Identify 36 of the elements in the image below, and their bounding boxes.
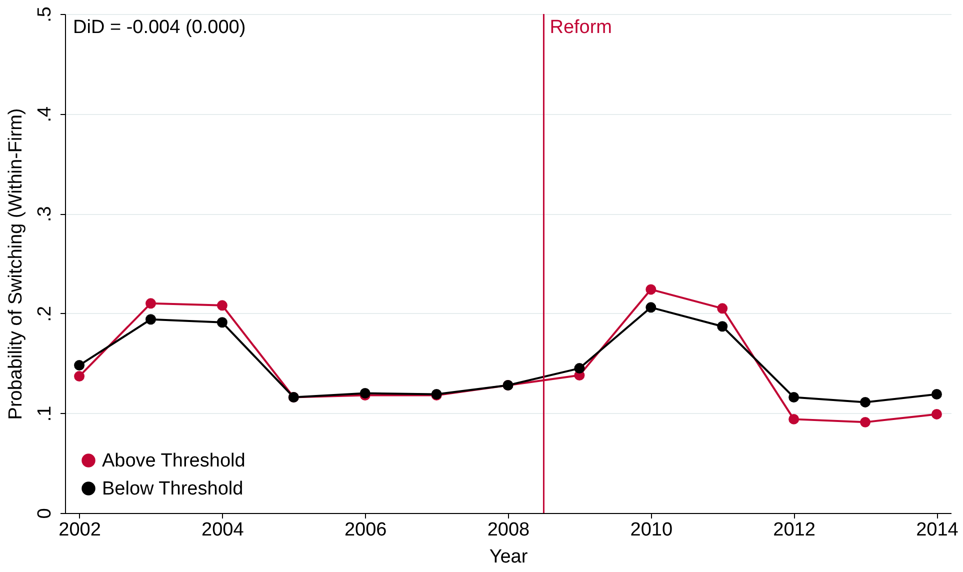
x-tick-label: 2014 [916, 520, 959, 540]
point [646, 284, 656, 295]
y-axis-title: Probability of Switching (Within-Firm) [6, 108, 26, 420]
point [860, 396, 870, 408]
ref-line-label: Reform [550, 17, 612, 38]
x-tick-label: 2012 [773, 520, 816, 540]
y-tick-label: 0 [34, 508, 56, 519]
x-tick-label: 2002 [58, 520, 101, 540]
x-tick-label: 2004 [202, 520, 244, 540]
legend-label: Below Threshold [102, 478, 244, 500]
y-tick-label: .1 [34, 406, 56, 422]
y-tick-label: .2 [34, 306, 56, 322]
y-tick-label: .3 [34, 206, 56, 222]
point [146, 298, 156, 309]
point [146, 314, 156, 325]
y-tick-label: .4 [34, 106, 56, 122]
point [574, 363, 585, 374]
point [646, 302, 656, 313]
point [788, 392, 800, 402]
point [931, 408, 942, 420]
y-tick-label: .5 [34, 6, 56, 22]
point [931, 389, 942, 400]
point [788, 414, 800, 424]
x-tick-label: 2008 [487, 520, 530, 540]
x-tick-label: 2006 [344, 520, 387, 540]
legend-label: Above Threshold [102, 450, 246, 472]
point [717, 303, 728, 314]
annotation: DiD = -0.004 (0.000) [73, 17, 246, 38]
point [860, 416, 870, 428]
point [216, 317, 228, 328]
x-tick-label: 2010 [630, 520, 673, 540]
x-axis-title: Year [489, 546, 528, 568]
point [216, 300, 228, 311]
point [717, 321, 728, 332]
point [74, 360, 85, 371]
point [74, 371, 85, 382]
